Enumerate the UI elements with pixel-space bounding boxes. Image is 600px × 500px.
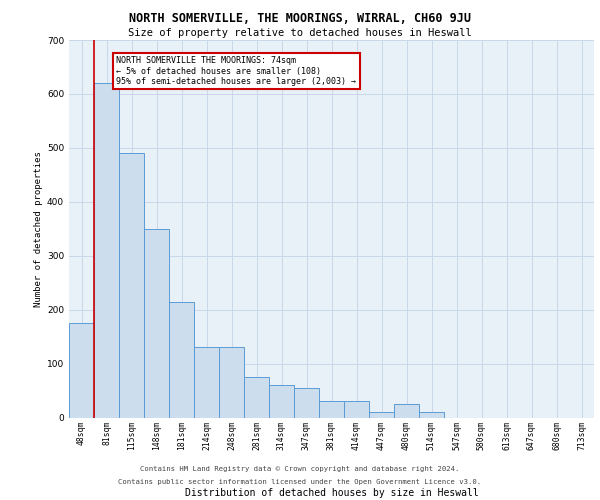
Bar: [144, 229, 169, 418]
X-axis label: Distribution of detached houses by size in Heswall: Distribution of detached houses by size …: [185, 488, 478, 498]
Bar: [169, 302, 194, 418]
Text: Size of property relative to detached houses in Heswall: Size of property relative to detached ho…: [128, 28, 472, 38]
Bar: [269, 385, 294, 418]
Text: NORTH SOMERVILLE THE MOORINGS: 74sqm
← 5% of detached houses are smaller (108)
9: NORTH SOMERVILLE THE MOORINGS: 74sqm ← 5…: [116, 56, 356, 86]
Bar: [319, 402, 344, 417]
Bar: [194, 348, 219, 418]
Text: Contains public sector information licensed under the Open Government Licence v3: Contains public sector information licen…: [118, 479, 482, 485]
Text: NORTH SOMERVILLE, THE MOORINGS, WIRRAL, CH60 9JU: NORTH SOMERVILLE, THE MOORINGS, WIRRAL, …: [129, 12, 471, 26]
Bar: [419, 412, 444, 418]
Bar: [219, 348, 244, 418]
Bar: [369, 412, 394, 418]
Text: Contains HM Land Registry data © Crown copyright and database right 2024.: Contains HM Land Registry data © Crown c…: [140, 466, 460, 472]
Bar: [394, 404, 419, 417]
Bar: [94, 83, 119, 417]
Bar: [119, 153, 144, 417]
Y-axis label: Number of detached properties: Number of detached properties: [34, 151, 43, 306]
Bar: [294, 388, 319, 418]
Bar: [344, 402, 369, 417]
Bar: [69, 323, 94, 418]
Bar: [244, 377, 269, 418]
